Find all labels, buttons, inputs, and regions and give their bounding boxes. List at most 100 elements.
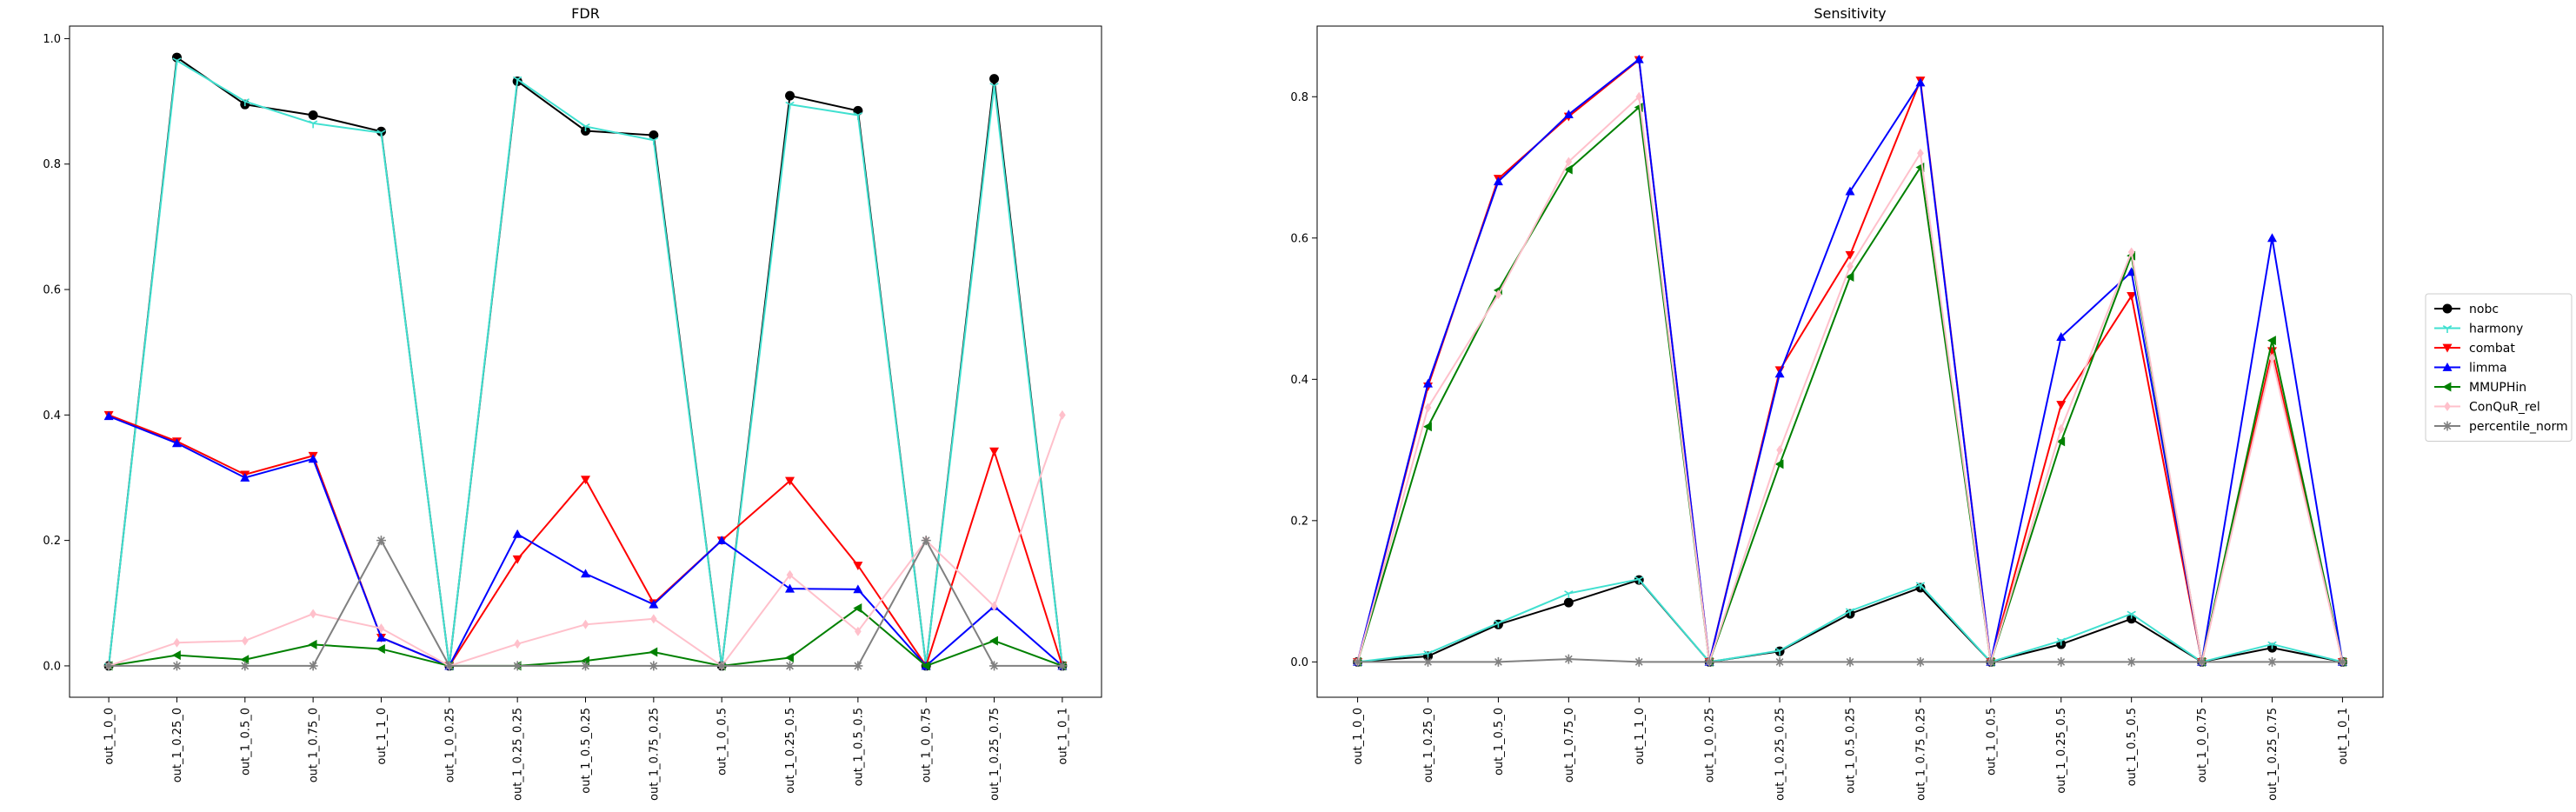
x-tick-label: out_1_0_0.75 (2196, 708, 2209, 782)
data-point-limma (581, 569, 590, 578)
legend-marker-combat (2442, 343, 2453, 353)
data-point-percentile-norm (240, 661, 250, 671)
series-harmony (1353, 576, 2347, 667)
data-point-limma (716, 536, 727, 545)
data-point-harmony (989, 83, 999, 91)
legend-label: harmony (2469, 323, 2523, 336)
x-tick-label: out_1_0.5_0.25 (580, 708, 593, 794)
x-tick-label: out_1_0.25_0 (1422, 708, 1435, 782)
data-point-nobc (376, 126, 386, 136)
x-tick-label: out_1_0.5_0 (239, 708, 252, 775)
data-point-mmuphin (2266, 336, 2276, 346)
series-nobc (103, 52, 1068, 671)
data-point-mmuphin (989, 636, 998, 646)
x-tick-label: out_1_0.5_0.5 (852, 708, 865, 786)
data-point-combat (512, 555, 523, 564)
data-point-conqur-rel (514, 639, 522, 649)
legend: nobc harmony combat limma MMUPHin ConQuR_relp… (2425, 293, 2573, 442)
data-point-harmony (853, 112, 863, 120)
data-point-conqur-rel (2268, 353, 2276, 363)
data-point-percentile-norm (1774, 656, 1785, 667)
data-point-percentile-norm (1915, 656, 1926, 667)
series-percentile-norm (103, 536, 1068, 671)
x-tick-label: out_1_0.75_0 (308, 708, 321, 782)
series-line-percentile-norm (109, 538, 1062, 667)
x-tick-label: out_1_0.25_0.5 (2055, 708, 2068, 794)
data-point-limma (1634, 54, 1644, 63)
data-point-conqur-rel (1917, 148, 1924, 158)
data-point-limma (171, 438, 182, 448)
data-point-conqur-rel (173, 637, 181, 648)
data-point-harmony (1494, 620, 1503, 629)
data-point-percentile-norm (989, 661, 1000, 671)
data-point-percentile-norm (581, 661, 590, 671)
data-point-limma (1563, 110, 1574, 118)
data-point-limma (240, 472, 250, 482)
series-mmuphin (1353, 102, 2346, 667)
legend-marker-mmuphin (2442, 382, 2452, 392)
legend-marker-harmony (2442, 325, 2453, 333)
data-point-harmony (1915, 582, 1926, 590)
data-point-nobc (989, 74, 1000, 84)
data-point-harmony (2267, 641, 2277, 649)
y-tick-label: 0.0 (43, 660, 61, 673)
legend-entry-limma: limma (2434, 362, 2507, 376)
data-point-harmony (308, 120, 318, 129)
x-tick-label: out_1_0.25_0.25 (1774, 708, 1787, 801)
data-point-mmuphin (785, 653, 794, 663)
data-point-percentile-norm (1493, 656, 1503, 667)
series-line-conqur-rel (1356, 95, 2344, 662)
data-point-combat (785, 476, 795, 486)
x-tick-label: out_1_0.75_0.25 (1914, 708, 1927, 801)
data-point-nobc (1563, 597, 1574, 608)
x-tick-label: out_1_0_0 (103, 708, 116, 765)
x-tick-label: out_1_0.5_0.25 (1845, 708, 1858, 794)
data-point-combat (581, 476, 590, 485)
legend-box (2425, 293, 2573, 442)
y-tick-label: 0.2 (1290, 515, 1308, 528)
x-tick-label: out_1_0_0.5 (716, 708, 729, 775)
data-point-mmuphin (240, 655, 250, 665)
data-point-percentile-norm (308, 661, 318, 671)
data-point-percentile-norm (1563, 654, 1574, 664)
y-tick-label: 0.8 (1290, 91, 1308, 104)
legend-entry-percentile-norm: percentile_norm (2434, 420, 2568, 434)
x-tick-label: out_1_1_0 (1634, 708, 1647, 765)
series-harmony (103, 57, 1068, 671)
sensitivity-chart: Sensitivity 0.0 0.2 0.4 0.6 0.8 out_1_0_0 out_1… (1290, 5, 2384, 801)
data-point-mmuphin (308, 639, 317, 649)
data-point-mmuphin (921, 661, 930, 671)
data-point-percentile-norm (2197, 656, 2207, 667)
data-point-percentile-norm (103, 661, 114, 671)
data-point-conqur-rel (310, 609, 316, 619)
legend-entry-combat: combat (2434, 342, 2515, 356)
y-tick-label: 0.2 (43, 535, 61, 548)
data-point-percentile-norm (921, 536, 931, 546)
x-tick-label: out_1_0_0.25 (443, 708, 456, 782)
x-tick-label: out_1_0.75_0.25 (648, 708, 661, 801)
x-tick-label: out_1_0.25_0.75 (2266, 708, 2280, 801)
data-point-harmony (1634, 576, 1644, 584)
data-point-nobc (785, 90, 795, 101)
data-point-limma (853, 584, 863, 594)
data-point-percentile-norm (853, 661, 863, 671)
x-tick-label: out_1_0_1 (2337, 708, 2350, 765)
legend-label: percentile_norm (2469, 420, 2568, 434)
series-percentile-norm (1353, 654, 2347, 667)
data-point-percentile-norm (512, 661, 523, 671)
series-line-combat (1356, 58, 2344, 662)
data-point-percentile-norm (2267, 656, 2277, 667)
data-point-percentile-norm (1423, 656, 1433, 667)
data-point-percentile-norm (716, 661, 727, 671)
legend-entry-harmony: harmony (2434, 323, 2523, 336)
data-point-percentile-norm (1057, 661, 1068, 671)
data-point-conqur-rel (2127, 247, 2135, 257)
data-point-harmony (376, 130, 386, 138)
data-point-percentile-norm (1986, 656, 1996, 667)
data-point-limma (2266, 233, 2277, 243)
x-tick-label: out_1_0.75_0 (1563, 708, 1576, 782)
legend-marker-nobc (2442, 303, 2453, 314)
legend-entry-mmuphin: MMUPHin (2434, 381, 2526, 395)
data-point-limma (308, 454, 318, 463)
series-limma (1353, 54, 2347, 666)
